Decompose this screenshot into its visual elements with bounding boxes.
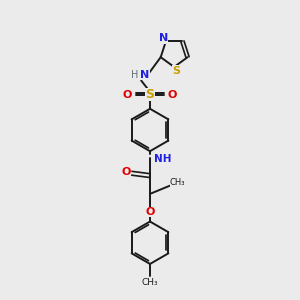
Text: O: O [145,207,155,217]
Text: O: O [122,167,131,177]
Text: O: O [168,90,177,100]
Text: NH: NH [154,154,171,164]
Text: N: N [159,34,168,44]
Text: S: S [172,65,181,76]
Text: N: N [140,70,150,80]
Text: CH₃: CH₃ [142,278,158,287]
Text: S: S [146,88,154,101]
Text: CH₃: CH₃ [169,178,185,187]
Text: H: H [131,70,138,80]
Text: O: O [123,90,132,100]
